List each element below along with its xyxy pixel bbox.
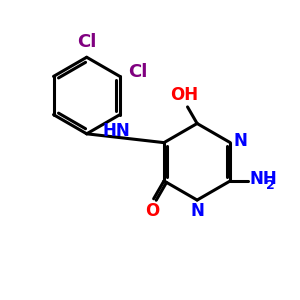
Text: O: O <box>145 202 159 220</box>
Text: Cl: Cl <box>77 33 96 51</box>
Text: N: N <box>233 132 247 150</box>
Text: Cl: Cl <box>128 63 148 81</box>
Text: HN: HN <box>103 122 130 140</box>
Text: 2: 2 <box>266 179 275 192</box>
Text: N: N <box>190 202 204 220</box>
Text: NH: NH <box>249 170 277 188</box>
Text: OH: OH <box>170 86 199 104</box>
